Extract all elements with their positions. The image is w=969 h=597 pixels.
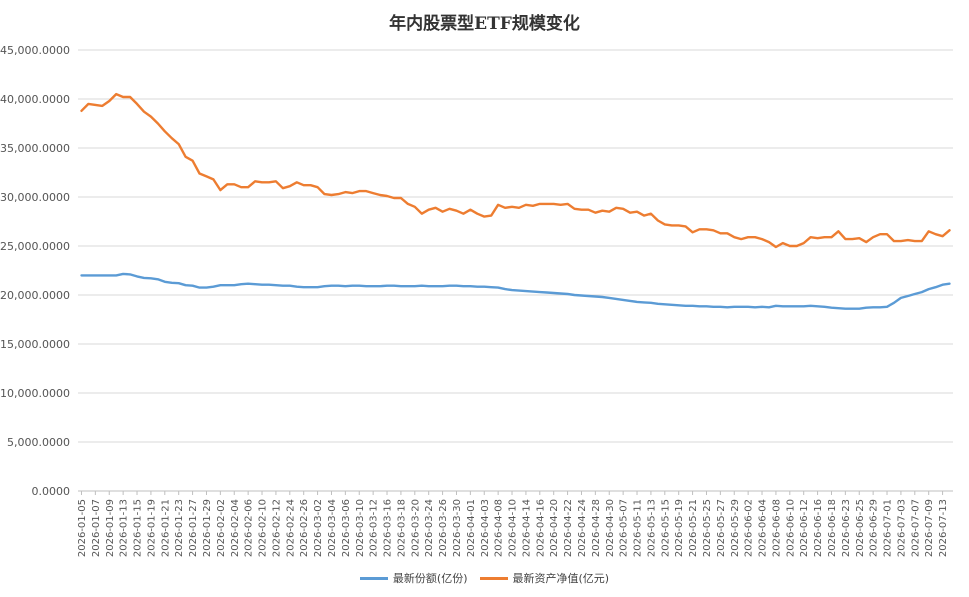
x-tick-label: 2026-02-04 — [230, 499, 241, 557]
x-tick-label: 2026-07-01 — [883, 499, 894, 557]
x-tick-label: 2026-07-07 — [910, 499, 921, 557]
legend-label-nav: 最新资产净值(亿元) — [512, 572, 610, 585]
x-tick-label: 2026-03-20 — [410, 499, 421, 557]
x-tick-label: 2026-04-08 — [494, 499, 505, 557]
x-tick-label: 2026-06-10 — [785, 499, 796, 557]
y-tick-label: 5,000.0000 — [7, 436, 70, 449]
x-tick-label: 2026-03-12 — [369, 499, 380, 557]
x-tick-label: 2026-06-29 — [869, 499, 880, 557]
x-tick-label: 2026-05-21 — [688, 499, 699, 557]
x-tick-label: 2026-06-02 — [744, 499, 755, 557]
x-tick-label: 2026-02-02 — [216, 499, 227, 557]
x-tick-label: 2026-01-15 — [133, 499, 144, 557]
x-tick-label: 2026-05-25 — [702, 499, 713, 557]
x-tick-label: 2026-05-11 — [633, 499, 644, 557]
x-tick-label: 2026-06-12 — [799, 499, 810, 557]
y-tick-label: 30,000.0000 — [0, 191, 70, 204]
y-tick-label: 45,000.0000 — [0, 44, 70, 57]
y-tick-label: 20,000.0000 — [0, 289, 70, 302]
x-tick-label: 2026-01-09 — [105, 499, 116, 557]
x-tick-label: 2026-01-13 — [119, 499, 130, 557]
x-tick-label: 2026-01-05 — [77, 499, 88, 557]
x-tick-label: 2026-06-16 — [813, 499, 824, 557]
legend-swatch-nav — [479, 576, 508, 580]
x-axis-ticks: 2026-01-05 2026-01-07 2026-01-09 2026-01-13… — [77, 491, 949, 557]
x-tick-label: 2026-05-29 — [730, 499, 741, 557]
x-tick-label: 2026-01-21 — [160, 499, 171, 557]
x-tick-label: 2026-03-30 — [452, 499, 463, 557]
y-tick-label: 0.0000 — [32, 485, 71, 498]
x-tick-label: 2026-03-26 — [438, 499, 449, 557]
x-tick-label: 2026-07-03 — [896, 499, 907, 557]
x-tick-label: 2026-02-10 — [258, 499, 269, 557]
series-line-shares — [80, 272, 951, 310]
x-tick-label: 2026-04-14 — [521, 499, 532, 557]
y-tick-label: 10,000.0000 — [0, 387, 70, 400]
legend-label-shares: 最新份额(亿份) — [392, 572, 468, 585]
x-tick-label: 2026-05-19 — [674, 499, 685, 557]
x-tick-label: 2026-01-27 — [188, 499, 199, 557]
legend-swatch-shares — [359, 576, 388, 580]
x-tick-label: 2026-06-23 — [841, 499, 852, 557]
x-tick-label: 2026-04-28 — [591, 499, 602, 557]
legend: 最新份额(亿份) 最新资产净值(亿元) — [0, 570, 969, 586]
y-axis-ticks: 0.0000 5,000.0000 10,000.0000 15,000.0000 20… — [0, 44, 70, 498]
x-tick-label: 2026-04-24 — [577, 499, 588, 557]
y-tick-label: 25,000.0000 — [0, 240, 70, 253]
x-tick-label: 2026-05-27 — [716, 499, 727, 557]
y-tick-label: 35,000.0000 — [0, 142, 70, 155]
x-tick-label: 2026-04-20 — [549, 499, 560, 557]
x-tick-label: 2026-02-12 — [271, 499, 282, 557]
series-lines — [80, 92, 951, 310]
x-tick-label: 2026-03-02 — [313, 499, 324, 557]
x-tick-label: 2026-03-16 — [383, 499, 394, 557]
x-tick-label: 2026-07-09 — [924, 499, 935, 557]
x-tick-label: 2026-07-13 — [938, 499, 949, 557]
x-tick-label: 2026-04-30 — [605, 499, 616, 557]
legend-item-nav[interactable]: 最新资产净值(亿元) — [479, 570, 610, 586]
x-tick-label: 2026-04-10 — [508, 499, 519, 557]
x-tick-label: 2026-06-04 — [758, 499, 769, 557]
x-tick-label: 2026-03-10 — [355, 499, 366, 557]
x-tick-label: 2026-03-06 — [341, 499, 352, 557]
x-tick-label: 2026-04-01 — [466, 499, 477, 557]
x-tick-label: 2026-06-25 — [855, 499, 866, 557]
x-tick-label: 2026-03-18 — [396, 499, 407, 557]
x-tick-label: 2026-02-06 — [244, 499, 255, 557]
x-tick-label: 2026-05-15 — [660, 499, 671, 557]
x-tick-label: 2026-01-23 — [174, 499, 185, 557]
x-tick-label: 2026-05-07 — [619, 499, 630, 557]
y-tick-label: 40,000.0000 — [0, 93, 70, 106]
x-tick-label: 2026-06-18 — [827, 499, 838, 557]
x-tick-label: 2026-02-24 — [285, 499, 296, 557]
grid-lines — [78, 49, 953, 492]
series-line-nav — [80, 92, 951, 249]
x-tick-label: 2026-01-29 — [202, 499, 213, 557]
x-tick-label: 2026-03-24 — [424, 499, 435, 557]
x-tick-label: 2026-04-16 — [535, 499, 546, 557]
x-tick-label: 2026-06-08 — [771, 499, 782, 557]
x-tick-label: 2026-01-19 — [146, 499, 157, 557]
chart-title: 年内股票型ETF规模变化 — [389, 14, 580, 34]
x-tick-label: 2026-01-07 — [91, 499, 102, 557]
x-tick-label: 2026-04-22 — [563, 499, 574, 557]
x-tick-label: 2026-03-04 — [327, 499, 338, 557]
x-tick-label: 2026-04-03 — [480, 499, 491, 557]
legend-item-shares[interactable]: 最新份额(亿份) — [359, 570, 468, 586]
y-tick-label: 15,000.0000 — [0, 338, 70, 351]
x-tick-label: 2026-05-13 — [646, 499, 657, 557]
x-tick-label: 2026-02-26 — [299, 499, 310, 557]
